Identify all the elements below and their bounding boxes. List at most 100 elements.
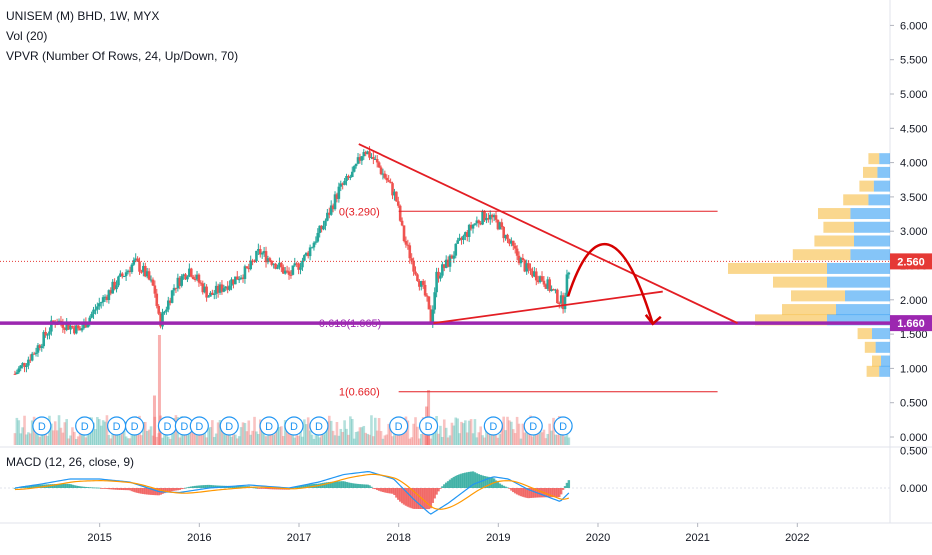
candle-body <box>494 215 498 220</box>
macd-histogram-bar <box>356 483 360 488</box>
candle-body <box>508 239 511 244</box>
candle-body <box>471 224 475 229</box>
volume-bar <box>567 437 571 445</box>
macd-histogram-bar <box>448 479 452 488</box>
candle-body <box>180 276 183 286</box>
volume-bar <box>377 418 381 445</box>
candle-body <box>147 271 151 280</box>
candle-body <box>166 300 170 310</box>
macd-histogram-bar <box>441 486 444 488</box>
volume-bar <box>59 427 63 445</box>
volume-bar <box>521 423 525 445</box>
candle-body <box>205 286 208 298</box>
dividend-marker-label: D <box>290 421 298 433</box>
y-tick-label: 5.500 <box>900 55 928 67</box>
vpvr-up-bar <box>879 153 890 165</box>
volume-bar <box>30 420 34 445</box>
volume-bar <box>28 433 32 445</box>
vpvr-up-bar <box>881 355 890 367</box>
dividend-marker-label: D <box>195 421 203 433</box>
macd-histogram-bar <box>349 482 352 488</box>
candle-body <box>312 242 316 248</box>
volume-bar <box>73 431 76 445</box>
macd-histogram-bar <box>335 481 339 488</box>
volume-bar <box>460 421 463 445</box>
dividend-marker-label: D <box>425 421 433 433</box>
macd-histogram-bar <box>504 486 507 488</box>
volume-bar <box>370 415 373 445</box>
macd-histogram-bar <box>554 488 557 498</box>
volume-bar <box>255 431 258 445</box>
candle-body <box>105 296 109 300</box>
dividend-marker-label: D <box>113 421 121 433</box>
candle-body <box>247 267 251 270</box>
candle-body <box>559 295 563 304</box>
candle-body <box>94 309 97 311</box>
candle-body <box>404 240 408 245</box>
macd-histogram-bar <box>452 476 456 488</box>
macd-histogram-bar <box>404 488 408 506</box>
candle-body <box>542 280 546 285</box>
volume-bar <box>120 426 124 445</box>
macd-histogram-bar <box>550 488 553 498</box>
candle-body <box>557 303 561 305</box>
macd-line <box>14 471 570 515</box>
candle-body <box>272 263 275 265</box>
candle-body <box>253 260 256 262</box>
macd-histogram-bar <box>299 485 302 488</box>
candle-body <box>333 194 337 210</box>
candle-body <box>182 274 185 277</box>
candle-body <box>410 258 413 261</box>
candle-body <box>306 252 310 257</box>
macd-histogram-bar <box>548 488 551 498</box>
macd-histogram-bar <box>255 487 258 489</box>
candle-body <box>184 274 187 280</box>
macd-histogram-bar <box>266 488 270 490</box>
volume-bar <box>561 434 565 445</box>
vpvr-down-bar <box>859 180 874 192</box>
macd-histogram-bar <box>186 487 189 489</box>
volume-bar <box>42 427 45 445</box>
macd-histogram-bar <box>117 488 120 490</box>
macd-histogram-bar <box>76 485 80 488</box>
candle-body <box>136 258 139 262</box>
volume-bar <box>316 435 320 445</box>
candle-body <box>446 259 450 267</box>
candle-body <box>216 285 220 293</box>
volume-bar <box>563 436 567 445</box>
volume-bar <box>19 433 22 445</box>
macd-histogram-bar <box>500 484 503 488</box>
macd-histogram-bar <box>99 488 103 489</box>
dividend-marker <box>259 416 279 436</box>
macd-histogram-bar <box>360 484 364 488</box>
volume-bar <box>513 433 517 445</box>
volume-bar <box>504 430 507 445</box>
candle-body <box>462 235 465 240</box>
volume-bar <box>375 430 379 445</box>
candle-body <box>224 286 228 289</box>
macd-histogram-bar <box>362 484 365 488</box>
volume-bar <box>153 416 157 445</box>
vpvr-up-bar <box>854 221 890 233</box>
macd-histogram-bar <box>561 488 565 490</box>
volume-bar <box>270 427 274 445</box>
vpvr-up-bar <box>850 249 890 261</box>
volume-bar <box>276 424 279 445</box>
candle-body <box>479 222 482 225</box>
macd-histogram-bar <box>464 472 467 488</box>
volume-bar <box>117 428 120 445</box>
candle-body <box>406 244 410 246</box>
volume-bar <box>207 428 210 445</box>
volume-bar <box>46 435 49 445</box>
volume-bar <box>477 432 481 445</box>
volume-bar <box>235 438 239 445</box>
candle-body <box>195 274 199 280</box>
macd-histogram-bar <box>341 481 344 488</box>
volume-bar <box>552 417 555 445</box>
volume-bar <box>143 421 147 445</box>
candle-body <box>74 325 78 334</box>
macd-histogram-bar <box>475 473 479 488</box>
